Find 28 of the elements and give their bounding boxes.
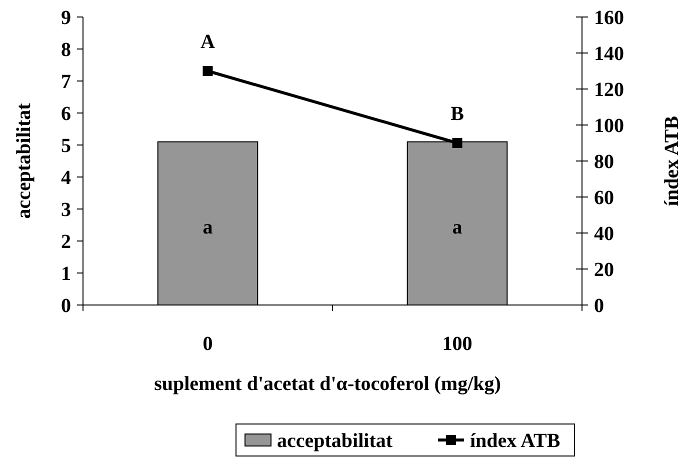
y-tick-label: 9 — [61, 7, 71, 29]
y2-tick-label: 40 — [594, 223, 614, 245]
y2-tick-label: 20 — [594, 259, 614, 281]
y2-tick-label: 100 — [594, 115, 624, 137]
y-tick-label: 8 — [61, 39, 71, 61]
legend-label: acceptabilitat — [277, 430, 393, 452]
annotation: B — [450, 103, 464, 125]
y2-tick-label: 160 — [594, 7, 624, 29]
y2-tick-label: 0 — [594, 295, 604, 317]
x-axis-title: suplement d'acetat d'α-tocoferol (mg/kg) — [154, 373, 501, 395]
y2-tick-label: 140 — [594, 43, 624, 65]
y-axis-title: acceptabilitat — [13, 102, 35, 219]
legend-label: índex ATB — [470, 430, 560, 452]
y2-tick-label: 60 — [594, 187, 614, 209]
y-tick-label: 5 — [61, 135, 71, 157]
annotation: a — [452, 216, 462, 238]
y-tick-label: 7 — [61, 71, 71, 93]
annotation: A — [200, 31, 216, 53]
y2-axis-title: índex ATB — [661, 116, 683, 206]
y-tick-label: 2 — [61, 231, 71, 253]
y-tick-label: 4 — [61, 167, 71, 189]
y2-tick-label: 120 — [594, 79, 624, 101]
y2-tick-label: 80 — [594, 151, 614, 173]
y-tick-label: 3 — [61, 199, 71, 221]
y-tick-label: 6 — [61, 103, 71, 125]
y-tick-label: 1 — [61, 263, 71, 285]
y-tick-label: 0 — [61, 295, 71, 317]
annotation: a — [202, 216, 213, 238]
